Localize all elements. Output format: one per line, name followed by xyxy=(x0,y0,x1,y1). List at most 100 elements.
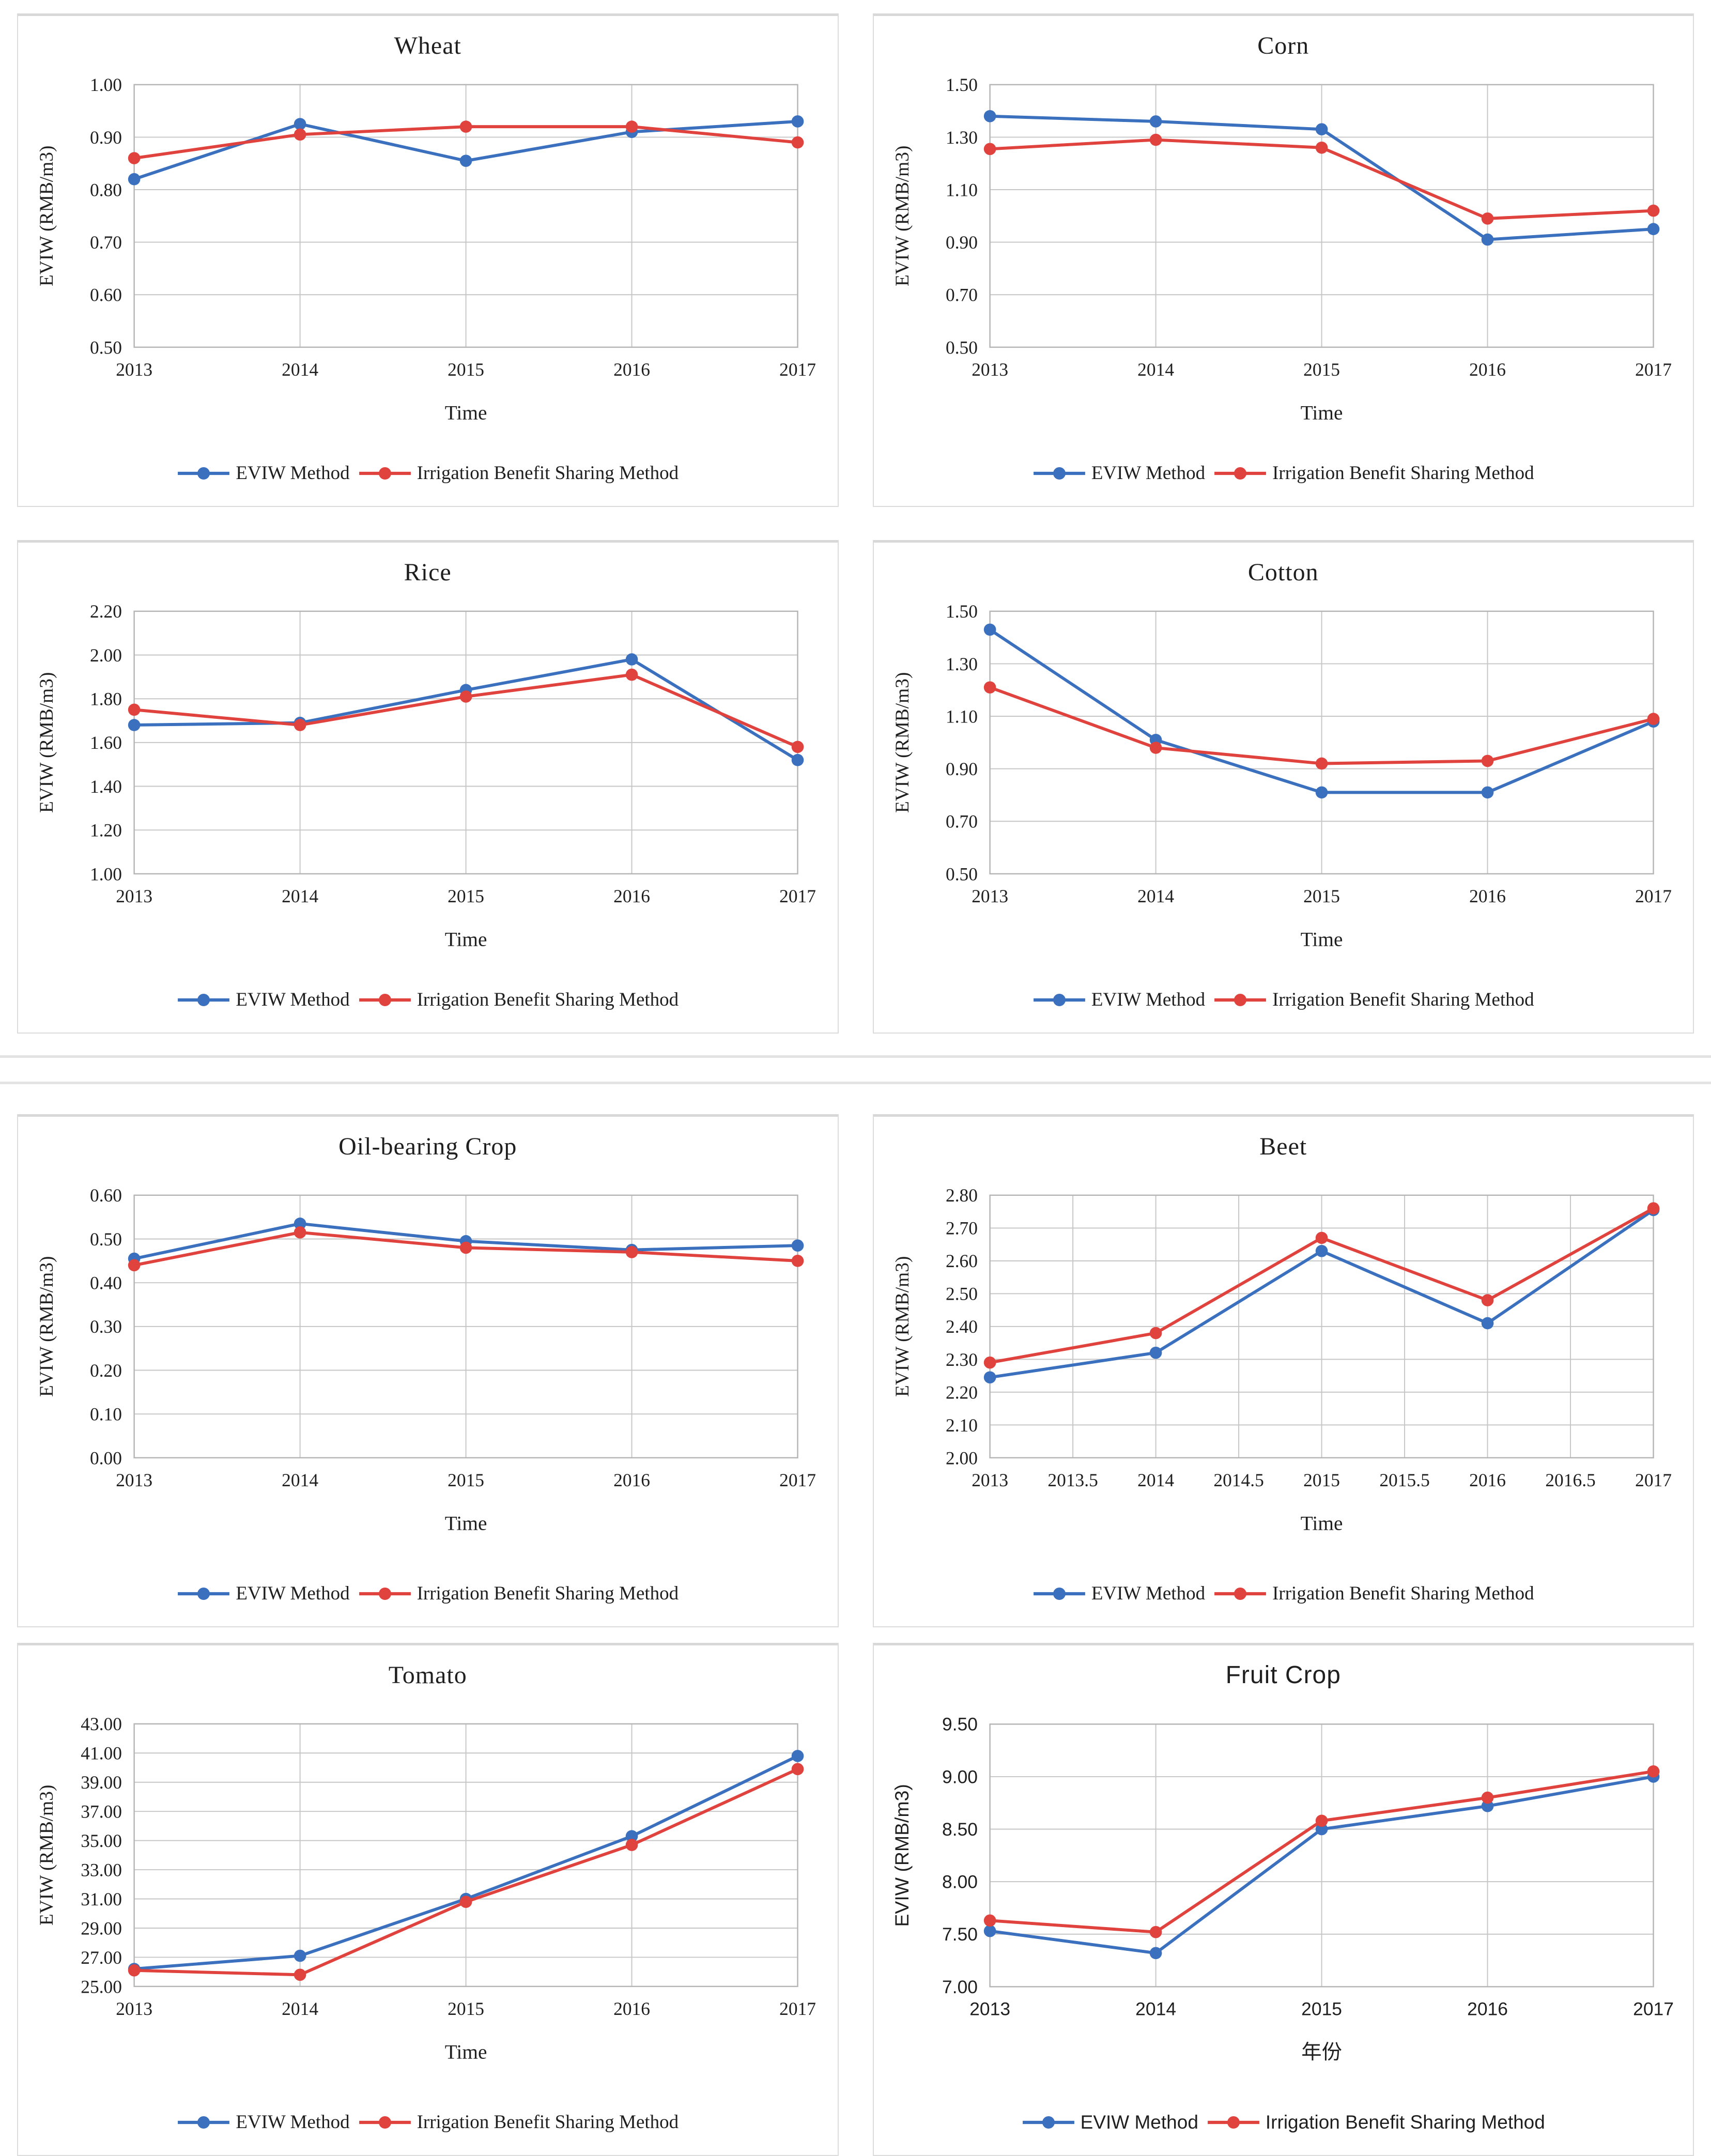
data-point xyxy=(128,1259,141,1272)
y-tick-label: 1.10 xyxy=(945,179,977,200)
y-tick-label: 39.00 xyxy=(81,1772,122,1793)
data-point xyxy=(1481,1800,1493,1812)
y-axis-label: EVIW (RMB/m3) xyxy=(892,146,913,287)
legend-line-marker-icon xyxy=(1214,1587,1266,1600)
x-tick-label: 2014 xyxy=(1137,886,1174,906)
chart-legend: EVIW Method Irrigation Benefit Sharing M… xyxy=(18,985,838,1033)
data-point xyxy=(1315,141,1328,154)
data-point xyxy=(1647,204,1659,217)
chart-legend: EVIW Method Irrigation Benefit Sharing M… xyxy=(874,1579,1693,1626)
y-tick-label: 0.30 xyxy=(90,1316,122,1337)
legend-line-marker-icon xyxy=(359,2116,411,2129)
chart-legend: EVIW Method Irrigation Benefit Sharing M… xyxy=(874,985,1693,1033)
chart-plot: 0.50 0.70 0.90 1.10 1.30 1.50 2013 2014 2015 2016… xyxy=(892,601,1672,950)
chart-legend: EVIW Method Irrigation Benefit Sharing M… xyxy=(18,1579,838,1626)
legend-line-marker-icon xyxy=(178,1587,230,1600)
data-point xyxy=(983,623,996,636)
y-tick-label: 2.00 xyxy=(90,645,122,666)
data-point xyxy=(791,136,804,149)
data-point xyxy=(1149,1947,1162,1960)
legend-item-eviw: EVIW Method xyxy=(1032,462,1205,484)
data-point xyxy=(983,110,996,122)
y-tick-label: 0.90 xyxy=(945,759,977,779)
x-tick-label: 2016 xyxy=(613,1470,650,1490)
data-point xyxy=(459,690,472,703)
data-point xyxy=(983,1924,996,1937)
y-tick-label: 0.50 xyxy=(90,337,122,358)
data-point xyxy=(1481,1791,1493,1804)
legend-label: EVIW Method xyxy=(236,463,350,484)
y-tick-label: 2.60 xyxy=(945,1251,977,1271)
x-tick-label: 2015 xyxy=(1303,359,1340,380)
y-tick-label: 7.50 xyxy=(942,1924,978,1945)
chart-title: Oil-bearing Crop xyxy=(338,1133,517,1160)
y-tick-label: 1.30 xyxy=(945,127,977,148)
chart-box-rice: Rice 1.00 1.20 1.40 1.60 1.80 2.00 2.20 2013 201… xyxy=(17,540,839,1034)
y-tick-label: 0.80 xyxy=(90,179,122,200)
x-tick-label: 2016 xyxy=(1469,886,1506,906)
data-point xyxy=(791,115,804,128)
y-tick-label: 0.70 xyxy=(945,811,977,832)
data-point xyxy=(459,155,472,167)
y-tick-label: 8.00 xyxy=(942,1872,978,1892)
divider-rule xyxy=(0,1055,1711,1058)
y-tick-label: 0.60 xyxy=(90,1185,122,1206)
x-axis-label: Time xyxy=(445,928,487,951)
chart-title: Wheat xyxy=(394,32,461,59)
chart-canvas: 0.50 0.70 0.90 1.10 1.30 1.50 2013 2014 2015 2016… xyxy=(874,62,1693,459)
x-tick-label: 2017 xyxy=(1633,1999,1674,2020)
data-point xyxy=(1315,1231,1328,1244)
y-tick-label: 0.90 xyxy=(945,232,977,253)
data-point xyxy=(294,1218,306,1230)
x-tick-label: 2017 xyxy=(779,886,816,906)
x-tick-label: 2014 xyxy=(282,1998,318,2019)
chart-box-fruit-crop: Fruit Crop 7.00 7.50 8.00 8.50 9.00 9.50 2013 2… xyxy=(872,1643,1694,2156)
y-tick-label: 1.60 xyxy=(90,732,122,753)
x-tick-label: 2013 xyxy=(972,1470,1008,1490)
y-tick-label: 37.00 xyxy=(81,1801,122,1822)
y-axis-label: EVIW (RMB/m3) xyxy=(36,1256,57,1397)
legend-line-marker-icon xyxy=(1033,467,1085,480)
x-tick-label: 2017 xyxy=(779,359,816,380)
x-tick-label: 2013.5 xyxy=(1047,1470,1098,1490)
data-point xyxy=(625,668,638,681)
legend-item-ibs: Irrigation Benefit Sharing Method xyxy=(1213,462,1534,484)
data-point xyxy=(1647,223,1659,236)
x-axis-label: Time xyxy=(1300,402,1343,424)
chart-title: Cotton xyxy=(1247,559,1319,586)
chart-box-beet: Beet 2.00 2.10 2.20 2.30 2.40 2.50 2.60 2.70 2.8… xyxy=(872,1114,1694,1627)
x-tick-label: 2013 xyxy=(116,886,152,906)
data-point xyxy=(1315,1823,1328,1836)
data-point xyxy=(128,719,141,731)
legend-label: Irrigation Benefit Sharing Method xyxy=(1272,989,1534,1010)
data-point xyxy=(791,753,804,766)
data-point xyxy=(791,1763,804,1776)
plot-border xyxy=(133,1723,798,1988)
y-tick-label: 2.80 xyxy=(945,1185,977,1206)
legend-label: Irrigation Benefit Sharing Method xyxy=(417,989,679,1010)
figure-bottom-group: Oil-bearing Crop 0.00 0.10 0.20 0.30 0.40 0.5… xyxy=(17,1114,1694,2156)
y-tick-label: 2.30 xyxy=(945,1349,977,1370)
x-axis-label: Time xyxy=(445,2041,487,2063)
x-tick-label: 2014 xyxy=(1137,1470,1174,1490)
figure-top-group: Wheat 0.50 0.60 0.70 0.80 0.90 1.00 2013 2014 20… xyxy=(17,13,1694,1034)
x-tick-label: 2013 xyxy=(116,359,152,380)
legend-label: Irrigation Benefit Sharing Method xyxy=(1265,2112,1545,2133)
data-point xyxy=(128,1964,141,1977)
x-tick-label: 2014 xyxy=(282,359,318,380)
chart-plot: 0.00 0.10 0.20 0.30 0.40 0.50 0.60 2013 2014 2015… xyxy=(36,1185,816,1534)
y-tick-label: 27.00 xyxy=(81,1947,122,1968)
y-tick-label: 1.80 xyxy=(90,689,122,710)
data-point xyxy=(1481,754,1493,767)
data-point xyxy=(1315,757,1328,770)
chart-plot: 0.50 0.60 0.70 0.80 0.90 1.00 2013 2014 2015 2016… xyxy=(36,74,816,424)
y-tick-label: 8.50 xyxy=(942,1819,978,1840)
legend-line-marker-icon xyxy=(1207,2116,1259,2129)
data-point xyxy=(791,1255,804,1267)
plot-border xyxy=(989,1723,1654,1988)
data-point xyxy=(1149,1327,1162,1339)
legend-item-ibs: Irrigation Benefit Sharing Method xyxy=(1213,989,1534,1011)
x-tick-label: 2015 xyxy=(448,1470,484,1490)
legend-label: EVIW Method xyxy=(1091,1583,1206,1604)
x-axis-label: Time xyxy=(1300,1512,1343,1535)
